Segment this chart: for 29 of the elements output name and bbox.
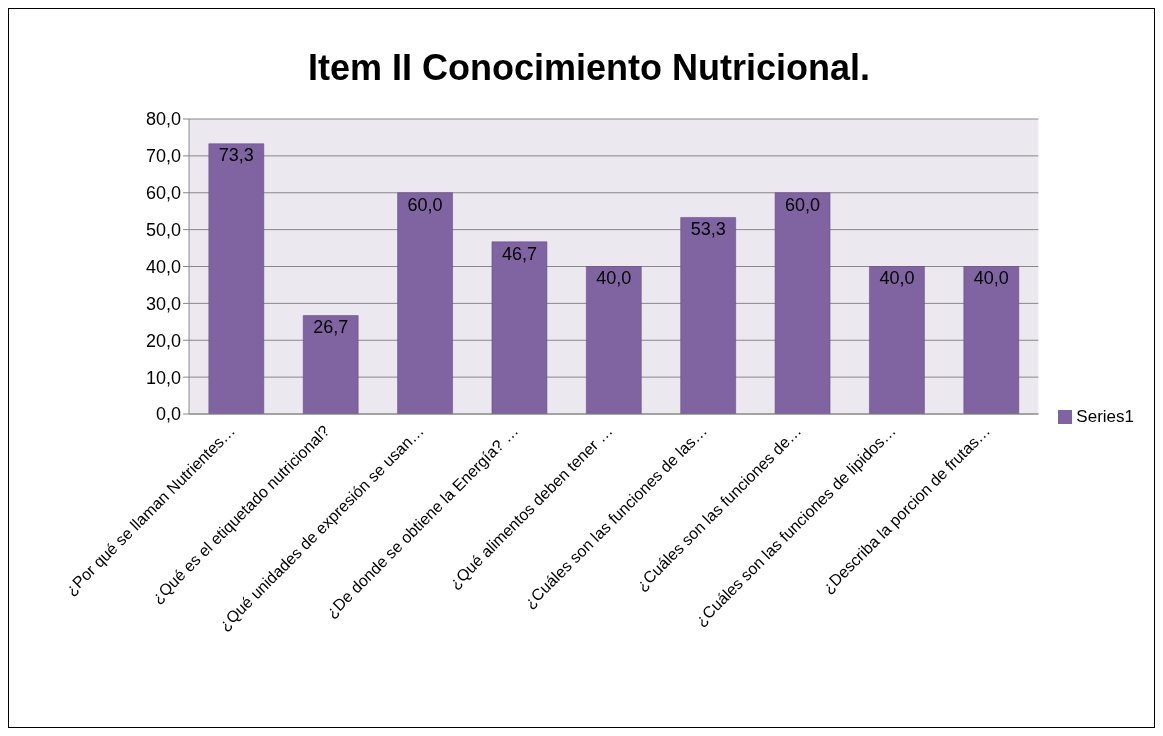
y-tick-label: 60,0 xyxy=(145,183,181,204)
data-label: 26,7 xyxy=(313,317,349,338)
data-label: 46,7 xyxy=(501,243,537,264)
data-label: 73,3 xyxy=(218,145,254,166)
y-tick-label: 10,0 xyxy=(145,367,181,388)
bar xyxy=(680,217,736,414)
data-label: 40,0 xyxy=(973,268,1009,289)
bar xyxy=(397,192,453,414)
y-tick-label: 0,0 xyxy=(155,404,181,425)
bar xyxy=(869,266,925,414)
data-label: 60,0 xyxy=(785,194,821,215)
bar xyxy=(302,315,359,414)
y-tick-label: 20,0 xyxy=(145,330,181,351)
chart-title: Item II Conocimiento Nutricional. xyxy=(306,47,871,89)
y-tick-label: 50,0 xyxy=(145,220,181,241)
bar xyxy=(208,143,265,414)
data-label: 53,3 xyxy=(690,219,726,240)
y-tick-label: 70,0 xyxy=(145,146,181,167)
data-label: 40,0 xyxy=(596,268,632,289)
bar xyxy=(963,266,1020,414)
y-tick-label: 30,0 xyxy=(145,293,181,314)
y-tick-label: 80,0 xyxy=(145,109,181,130)
y-tick-label: 40,0 xyxy=(145,256,181,277)
legend-label: Series1 xyxy=(1076,406,1134,426)
data-label: 60,0 xyxy=(407,194,443,215)
bar xyxy=(774,192,831,414)
bar xyxy=(586,266,642,414)
data-label: 40,0 xyxy=(879,268,915,289)
bar xyxy=(491,241,548,414)
